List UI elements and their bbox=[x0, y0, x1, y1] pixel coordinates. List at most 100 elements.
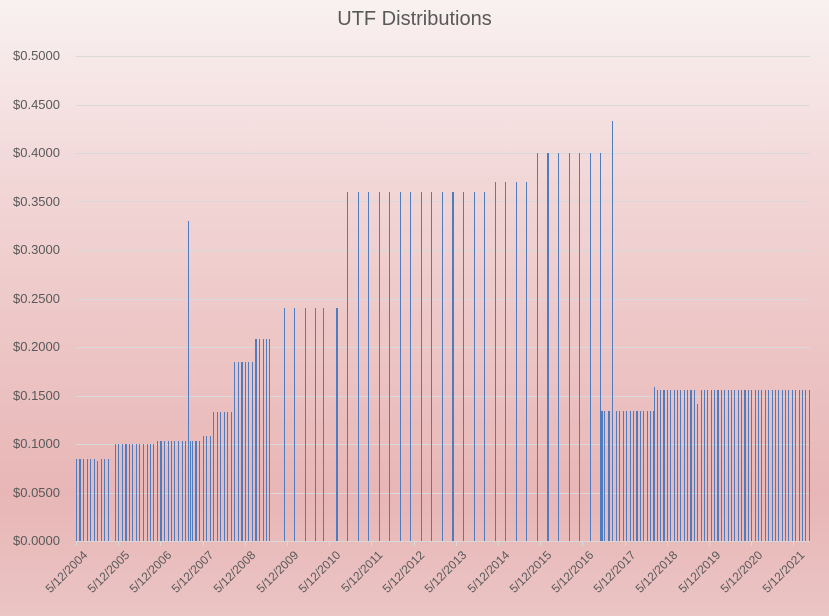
x-axis-label: 5/12/2017 bbox=[590, 548, 639, 596]
distribution-bar bbox=[744, 389, 746, 541]
x-axis-line bbox=[76, 541, 810, 542]
distribution-bar bbox=[216, 412, 218, 541]
distribution-bar bbox=[294, 308, 296, 541]
x-axis-tick bbox=[329, 541, 330, 546]
distribution-bar bbox=[139, 444, 141, 541]
x-axis-label: 5/12/2014 bbox=[464, 548, 512, 596]
distribution-bar bbox=[213, 412, 215, 541]
distribution-bar bbox=[774, 389, 776, 541]
x-axis-label: 5/12/2009 bbox=[253, 548, 301, 596]
distribution-bar bbox=[114, 444, 116, 541]
distribution-bar bbox=[160, 441, 162, 541]
distribution-bar bbox=[146, 444, 148, 541]
x-axis-tick bbox=[160, 541, 161, 546]
distribution-bar bbox=[622, 411, 624, 541]
y-axis-label: $0.3500 bbox=[13, 193, 60, 209]
distribution-bar bbox=[248, 361, 250, 541]
distribution-bar bbox=[174, 441, 176, 541]
x-axis-tick bbox=[76, 541, 77, 546]
distribution-bar bbox=[601, 411, 603, 541]
distribution-bar bbox=[734, 389, 736, 541]
distribution-bar bbox=[771, 389, 773, 541]
x-axis-tick bbox=[456, 541, 457, 546]
distribution-bar bbox=[494, 182, 496, 541]
distribution-bar bbox=[195, 441, 197, 541]
x-axis-tick bbox=[667, 541, 668, 546]
distribution-bar bbox=[798, 389, 800, 541]
distribution-bar bbox=[269, 339, 271, 541]
distribution-bar bbox=[230, 412, 233, 541]
gridline bbox=[76, 105, 810, 106]
distribution-bar bbox=[192, 441, 194, 541]
distribution-bar bbox=[170, 441, 173, 541]
distribution-bar bbox=[118, 444, 120, 541]
distribution-bar bbox=[636, 411, 638, 541]
distribution-bar bbox=[322, 308, 325, 541]
y-axis-label: $0.4000 bbox=[13, 145, 60, 160]
distribution-bar bbox=[646, 411, 648, 541]
distribution-bar bbox=[346, 191, 349, 541]
distribution-bar bbox=[649, 411, 652, 541]
distribution-bar bbox=[420, 191, 422, 541]
distribution-bar bbox=[768, 389, 770, 541]
distribution-bar bbox=[83, 458, 85, 541]
distribution-bar bbox=[791, 389, 793, 541]
x-axis-tick bbox=[582, 541, 583, 546]
distribution-bar bbox=[764, 389, 766, 541]
x-axis-label: 5/12/2020 bbox=[717, 548, 766, 596]
distribution-bar bbox=[86, 458, 88, 541]
distribution-bar bbox=[184, 441, 187, 541]
distribution-bar bbox=[79, 458, 81, 541]
x-axis-label: 5/12/2012 bbox=[379, 548, 428, 596]
y-axis-label: $0.0500 bbox=[13, 484, 60, 500]
distribution-bar bbox=[223, 412, 225, 541]
distribution-bar bbox=[737, 389, 739, 541]
distribution-bar bbox=[547, 153, 549, 541]
distribution-bar bbox=[209, 436, 211, 541]
x-axis-label: 5/12/2021 bbox=[759, 548, 808, 596]
distribution-bar bbox=[97, 460, 99, 541]
distribution-bar bbox=[187, 220, 189, 541]
distribution-bar bbox=[619, 411, 621, 541]
y-axis-label: $0.3000 bbox=[13, 242, 60, 257]
distribution-bar bbox=[181, 441, 183, 541]
x-axis-tick bbox=[414, 541, 415, 546]
distribution-bar bbox=[258, 339, 260, 541]
distribution-bar bbox=[135, 444, 138, 541]
distribution-bar bbox=[720, 389, 722, 541]
distribution-bar bbox=[100, 458, 102, 541]
distribution-bar bbox=[801, 389, 803, 541]
x-axis-label: 5/12/2004 bbox=[42, 548, 90, 596]
chart-title: UTF Distributions bbox=[337, 8, 492, 30]
distribution-bar bbox=[304, 308, 306, 541]
x-axis-tick bbox=[751, 541, 752, 546]
distribution-bar bbox=[515, 182, 517, 541]
distribution-bar bbox=[680, 389, 682, 541]
distribution-bar bbox=[693, 389, 695, 541]
distribution-bar bbox=[673, 389, 675, 541]
distribution-bar bbox=[252, 361, 254, 541]
x-axis-tick bbox=[118, 541, 119, 546]
distribution-bar bbox=[741, 389, 743, 541]
distribution-bar bbox=[607, 411, 609, 541]
distribution-bar bbox=[142, 444, 144, 541]
distribution-bar bbox=[220, 412, 222, 541]
distribution-bar bbox=[262, 339, 264, 541]
distribution-bar bbox=[700, 389, 702, 541]
distribution-bar bbox=[660, 389, 662, 541]
distribution-bar bbox=[452, 191, 454, 541]
y-axis-label: $0.0000 bbox=[13, 533, 60, 548]
distribution-bar bbox=[163, 441, 165, 541]
distribution-bar bbox=[125, 444, 127, 541]
y-axis-label: $0.5000 bbox=[13, 48, 60, 63]
distribution-bar bbox=[526, 182, 528, 541]
distribution-bar bbox=[639, 411, 641, 541]
distribution-bar bbox=[747, 389, 749, 541]
distribution-bar bbox=[283, 308, 285, 541]
distribution-bar bbox=[357, 191, 359, 541]
distribution-bar bbox=[89, 458, 92, 541]
distribution-bar bbox=[795, 389, 797, 541]
x-axis-tick bbox=[625, 541, 626, 546]
distribution-bar bbox=[604, 411, 606, 541]
distribution-bar bbox=[431, 191, 433, 541]
